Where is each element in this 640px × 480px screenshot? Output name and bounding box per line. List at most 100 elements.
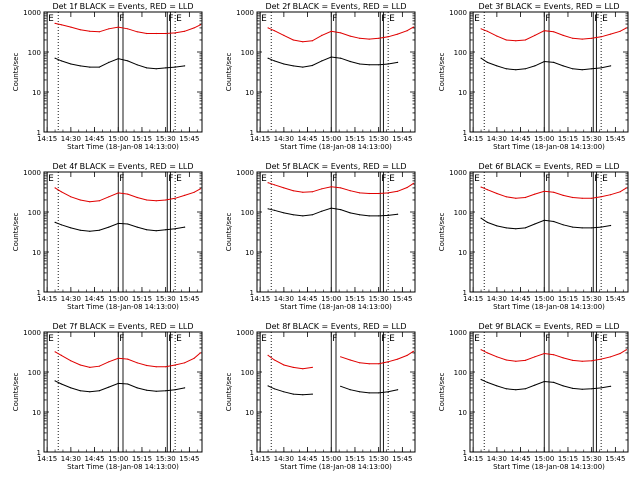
x-axis-label: Start Time (18-Jan-08 14:13:00) [67, 463, 179, 471]
data-point-events [515, 389, 517, 391]
data-point-events [534, 223, 536, 225]
data-point-events [117, 58, 119, 60]
data-point-events [98, 390, 100, 392]
data-point-lld [359, 362, 361, 364]
data-point-events [572, 387, 574, 389]
data-point-lld [155, 366, 157, 368]
series-line-events [54, 57, 185, 70]
data-point-lld [108, 28, 110, 30]
data-point-lld [562, 194, 564, 196]
marker-label: E [261, 334, 267, 344]
data-point-events [387, 391, 389, 393]
series-line-events [340, 385, 398, 394]
x-tick-label: 14:30 [487, 135, 507, 143]
data-point-lld [267, 27, 269, 29]
data-point-events [321, 210, 323, 212]
data-point-events [581, 388, 583, 390]
data-point-lld [397, 358, 399, 360]
marker-label: F [332, 174, 337, 184]
data-point-lld [496, 356, 498, 358]
data-point-events [543, 219, 545, 221]
panel-title: Det 3f BLACK = Events, RED = LLD [478, 2, 619, 11]
y-tick-label: 1 [250, 129, 254, 137]
data-point-lld [283, 187, 285, 189]
data-point-lld [572, 359, 574, 361]
x-tick-label: 14:15 [37, 455, 57, 463]
x-tick-label: 14:30 [61, 135, 81, 143]
data-point-lld [562, 34, 564, 37]
data-point-lld [267, 354, 269, 356]
marker-label: F [545, 174, 550, 184]
data-point-lld [359, 37, 361, 39]
data-point-lld [581, 197, 583, 199]
data-point-lld [302, 368, 304, 370]
data-point-lld [553, 354, 555, 356]
data-point-lld [136, 196, 138, 199]
data-point-events [54, 380, 56, 382]
data-point-lld [387, 192, 389, 194]
data-point-lld [311, 191, 313, 193]
marker-label: F [332, 14, 337, 24]
marker-label: E [389, 174, 395, 184]
x-tick-label: 15:30 [369, 455, 389, 463]
data-point-lld [496, 35, 498, 37]
data-point-lld [292, 366, 294, 368]
marker-label: E [48, 174, 54, 184]
x-tick-label: 14:30 [274, 455, 294, 463]
data-point-events [70, 63, 72, 65]
y-tick-label: 1000 [449, 169, 467, 177]
y-tick-label: 1000 [23, 329, 41, 337]
data-point-lld [619, 30, 621, 32]
marker-label: E [474, 174, 480, 184]
series-line-events [54, 380, 185, 393]
x-tick-label: 15:30 [582, 295, 602, 303]
data-point-lld [89, 201, 91, 203]
panel-title: Det 4f BLACK = Events, RED = LLD [52, 162, 193, 171]
data-point-lld [98, 365, 100, 367]
x-tick-label: 15:00 [321, 455, 341, 463]
data-point-events [496, 385, 498, 387]
data-point-events [302, 394, 304, 396]
data-point-events [397, 213, 399, 215]
data-point-lld [89, 30, 91, 32]
x-axis-label: Start Time (18-Jan-08 14:13:00) [493, 463, 605, 471]
data-point-events [591, 68, 593, 70]
data-point-lld [496, 192, 498, 195]
marker-label: F [119, 14, 124, 24]
data-point-lld [98, 200, 100, 202]
data-point-events [117, 382, 119, 384]
data-point-events [108, 386, 110, 388]
data-point-events [505, 227, 507, 229]
x-tick-label: 15:30 [582, 135, 602, 143]
marker-label: E [474, 14, 480, 24]
y-axis-label: Counts/sec [12, 373, 20, 412]
data-point-lld [515, 197, 517, 199]
y-tick-label: 10 [458, 249, 467, 257]
x-tick-label: 15:45 [392, 455, 412, 463]
panel-title: Det 7f BLACK = Events, RED = LLD [52, 322, 193, 331]
data-point-lld [193, 357, 195, 359]
panel-det-8: Det 8f BLACK = Events, RED = LLD 1 10 100 10… [225, 322, 416, 471]
data-point-lld [311, 366, 313, 368]
data-point-lld [406, 354, 408, 356]
data-point-lld [534, 193, 536, 195]
data-point-events [534, 384, 536, 386]
data-point-events [311, 64, 313, 67]
data-point-lld [117, 192, 119, 194]
data-point-events [89, 391, 91, 393]
y-tick-label: 1 [37, 129, 41, 137]
data-point-events [378, 215, 380, 217]
data-point-events [302, 66, 304, 68]
y-tick-label: 1000 [449, 9, 467, 17]
data-point-events [165, 67, 167, 69]
data-point-events [534, 65, 536, 67]
marker-label: E [602, 174, 608, 184]
data-point-lld [581, 38, 583, 40]
y-axis-label: Counts/sec [438, 213, 446, 252]
data-point-lld [184, 30, 186, 32]
data-point-events [60, 224, 63, 226]
data-point-lld [515, 360, 517, 362]
data-point-events [311, 393, 313, 395]
x-tick-label: 14:30 [487, 455, 507, 463]
data-point-events [359, 391, 361, 393]
